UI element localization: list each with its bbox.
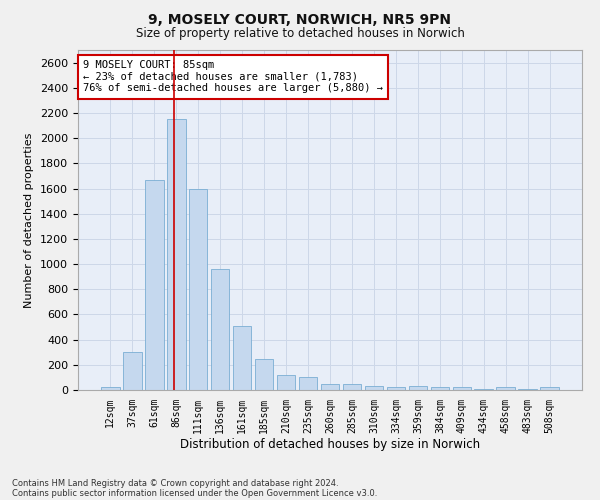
Bar — [233, 326, 251, 390]
Bar — [452, 388, 471, 390]
Text: 9 MOSELY COURT: 85sqm
← 23% of detached houses are smaller (1,783)
76% of semi-d: 9 MOSELY COURT: 85sqm ← 23% of detached … — [83, 60, 383, 94]
Text: 9, MOSELY COURT, NORWICH, NR5 9PN: 9, MOSELY COURT, NORWICH, NR5 9PN — [149, 12, 452, 26]
Bar — [299, 378, 317, 390]
Text: Size of property relative to detached houses in Norwich: Size of property relative to detached ho… — [136, 28, 464, 40]
Bar — [277, 375, 295, 390]
Bar — [211, 269, 229, 390]
Bar — [496, 388, 515, 390]
X-axis label: Distribution of detached houses by size in Norwich: Distribution of detached houses by size … — [180, 438, 480, 452]
Text: Contains HM Land Registry data © Crown copyright and database right 2024.: Contains HM Land Registry data © Crown c… — [12, 478, 338, 488]
Bar — [101, 387, 119, 390]
Bar — [409, 386, 427, 390]
Bar — [541, 387, 559, 390]
Bar — [386, 388, 405, 390]
Bar — [343, 384, 361, 390]
Bar — [475, 388, 493, 390]
Bar — [123, 352, 142, 390]
Y-axis label: Number of detached properties: Number of detached properties — [25, 132, 34, 308]
Bar — [145, 180, 164, 390]
Bar — [255, 358, 274, 390]
Bar — [431, 388, 449, 390]
Bar — [167, 120, 185, 390]
Bar — [320, 384, 340, 390]
Bar — [189, 189, 208, 390]
Text: Contains public sector information licensed under the Open Government Licence v3: Contains public sector information licen… — [12, 488, 377, 498]
Bar — [365, 386, 383, 390]
